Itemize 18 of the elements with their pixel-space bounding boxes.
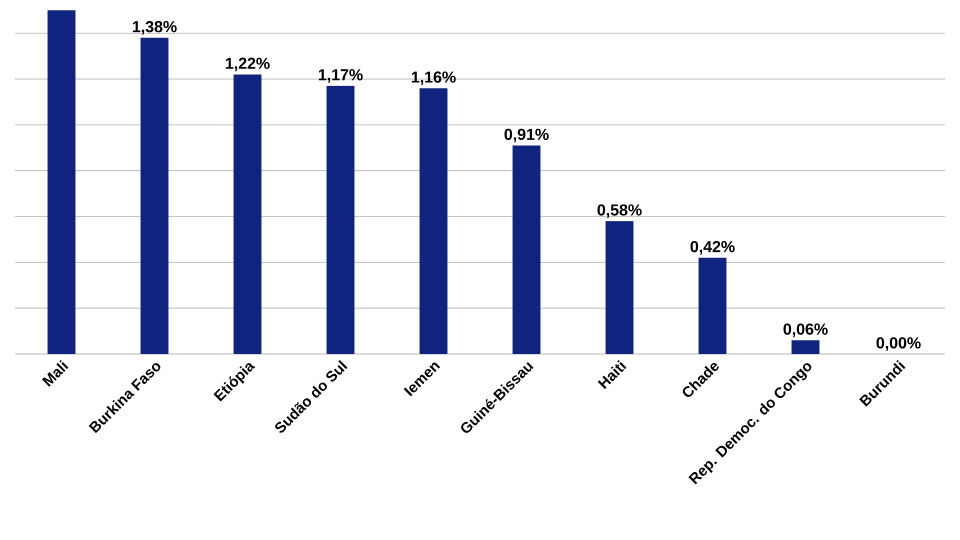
data-label: 0,58% [598, 204, 642, 218]
data-label: 0,06% [784, 323, 828, 338]
data-label: 1,17% [318, 69, 363, 83]
bar [512, 145, 540, 354]
bar [698, 258, 726, 354]
bar [606, 221, 634, 354]
bar [48, 10, 76, 354]
bar [792, 340, 820, 354]
data-label: 1,38% [132, 21, 177, 35]
bar [420, 88, 448, 354]
data-label: 0,00% [876, 337, 921, 351]
bar [234, 74, 262, 354]
data-label: 1,22% [226, 58, 270, 72]
bar [140, 38, 168, 354]
data-label: 1,16% [412, 71, 456, 86]
data-label: 0,91% [504, 128, 549, 142]
bar [326, 86, 354, 354]
data-label: 0,42% [690, 240, 735, 255]
